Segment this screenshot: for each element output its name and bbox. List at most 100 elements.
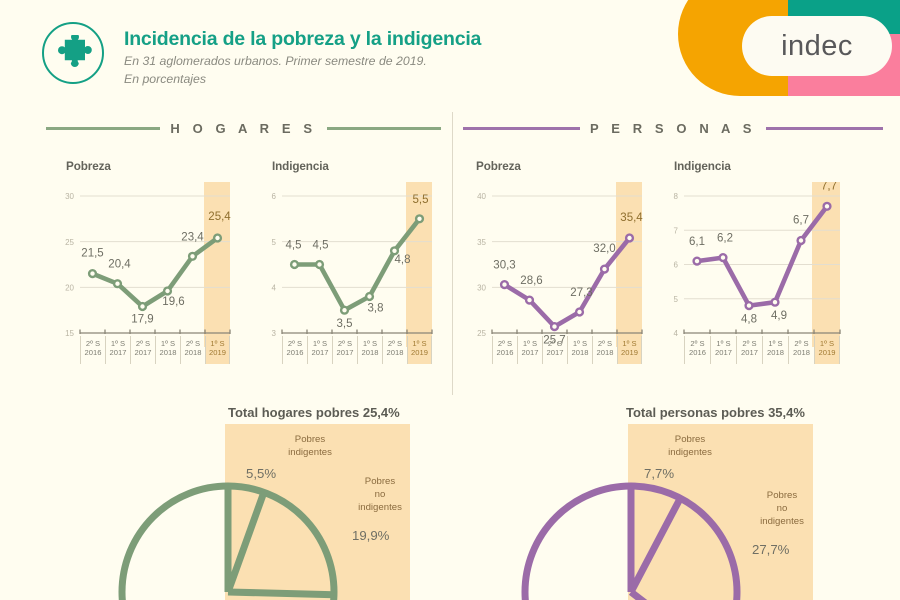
y-tick-label: 6 [674,261,679,270]
rule-left [46,126,161,130]
data-point [389,246,400,256]
x-label-line1: 2º S [597,339,613,348]
x-axis-label: 1º S 2019 [407,336,432,364]
highlight-band [406,182,432,347]
data-point [796,235,806,246]
x-label-line1: 2º S [794,339,809,348]
x-label-line1: 1º S [819,339,835,348]
y-tick-label: 8 [674,192,679,201]
plot-area-hogares-indigencia: 3 4 5 6 4,5 4,5 3,5 3,8 4,8 5,5 [272,182,433,347]
data-point [339,305,350,315]
x-axis-label: 2º S 2018 [788,336,814,364]
x-axis-label: 2º S 2016 [282,336,307,364]
x-label-line1: 2º S [135,339,151,348]
x-label-line2: 2019 [621,348,638,358]
data-label: 28,6 [520,275,542,287]
data-point [770,297,780,307]
pie-slice2-label-line2: no [374,488,386,500]
data-label: 20,4 [108,259,131,271]
pie-slice1-label: Pobres indigentes [642,434,738,460]
x-axis-label: 1º S 2018 [762,336,788,364]
data-point [624,233,635,243]
data-label: 6,1 [689,236,705,248]
x-axis-label: 2º S 2017 [736,336,762,364]
data-point [549,322,560,332]
x-axis-label: 2º S 2018 [382,336,407,364]
rule-right [326,126,441,130]
data-point [499,279,510,290]
x-label-line2: 2016 [84,348,102,358]
chart-title-personas-pobreza: Pobreza [476,160,521,173]
x-axis-label: 2º S 2017 [130,336,155,364]
x-label-line2: 2017 [134,348,152,358]
x-label-line2: 2018 [361,348,379,358]
y-tick-label: 25 [477,329,486,338]
pie-slice1-label: Pobres indigentes [262,434,358,460]
x-axis-label: 1º S 2019 [205,336,230,364]
plot-area-hogares-pobreza: 15 20 25 30 21,5 20,4 17,9 19,6 23,4 25,4 [65,182,231,347]
highlight-band [616,182,642,347]
x-label-line2: 2016 [496,348,514,358]
data-label: 23,4 [181,231,204,243]
x-label-line2: 2018 [596,348,614,358]
x-axis-label: 2º S 2016 [492,336,517,364]
puzzle-piece-icon [42,22,104,84]
subtitle-line-2: En porcentajes [124,72,207,87]
x-label-line1: 2º S [287,339,303,348]
data-label: 25,4 [208,211,231,223]
x-label-line2: 2017 [546,348,564,358]
logo-wordmark: indec [781,29,853,62]
x-axis-label: 2º S 2016 [80,336,105,364]
pie-slice2-value: 19,9% [352,528,390,543]
puzzle-piece-glyph [58,35,92,67]
data-label: 7,7 [821,182,837,192]
y-tick-label: 6 [272,192,277,201]
x-label-line1: 1º S [622,339,637,348]
x-label-line1: 1º S [716,339,731,348]
y-tick-label: 5 [674,295,679,304]
data-label: 19,6 [162,296,184,308]
pie-slice2-value: 27,7% [752,542,790,557]
pie-slice2-label: Pobres no indigentes [340,476,420,515]
pie-slice1-label-line1: Pobres [674,434,706,445]
x-label-line2: 2017 [521,348,539,358]
data-line [502,235,632,329]
y-tick-label: 30 [65,192,74,201]
chart-title-hogares-pobreza: Pobreza [66,160,111,173]
x-axis-label: 2º S 2017 [332,336,357,364]
x-axis-labels: 2º S 2016 1º S 2017 2º S 2017 1º S 2018 2º S 2018… [492,336,642,364]
y-tick-label: 15 [65,329,74,338]
data-point [137,301,148,312]
x-label-line2: 2018 [767,348,784,358]
rule-left [463,126,580,130]
data-point [574,307,585,317]
section-vertical-divider [452,112,453,395]
data-point [212,233,223,243]
section-label-personas: P E R S O N A S [589,120,757,136]
pie-slice2-label-line1: Pobres [364,476,396,487]
data-label: 4,9 [771,310,787,322]
x-axis-label: 1º S 2019 [814,336,840,364]
x-label-line2: 2017 [311,348,329,358]
x-label-line2: 2018 [386,348,404,358]
x-label-line1: 1º S [110,339,126,348]
x-axis-label: 1º S 2018 [155,336,180,364]
plot-area-personas-pobreza: 25 30 35 40 30,3 28,6 25,7 27,3 32,0 35,4 [477,182,643,347]
y-tick-label: 7 [674,226,679,235]
x-label-line1: 2º S [547,339,563,348]
data-point [718,252,728,263]
y-tick-label: 25 [65,238,74,247]
y-tick-label: 4 [272,284,277,293]
rule-right [766,126,884,130]
section-header-personas: P E R S O N A S [463,116,884,140]
x-axis-label: 1º S 2017 [307,336,332,364]
pie-slice1-label-line2: indigentes [668,446,712,458]
data-label: 32,0 [593,243,615,255]
data-point [87,268,98,279]
x-label-line2: 2018 [571,348,589,358]
x-axis-label: 2º S 2017 [542,336,567,364]
x-label-line2: 2016 [286,348,304,358]
x-axis-label: 2º S 2016 [684,336,710,364]
data-label: 4,8 [395,254,411,266]
